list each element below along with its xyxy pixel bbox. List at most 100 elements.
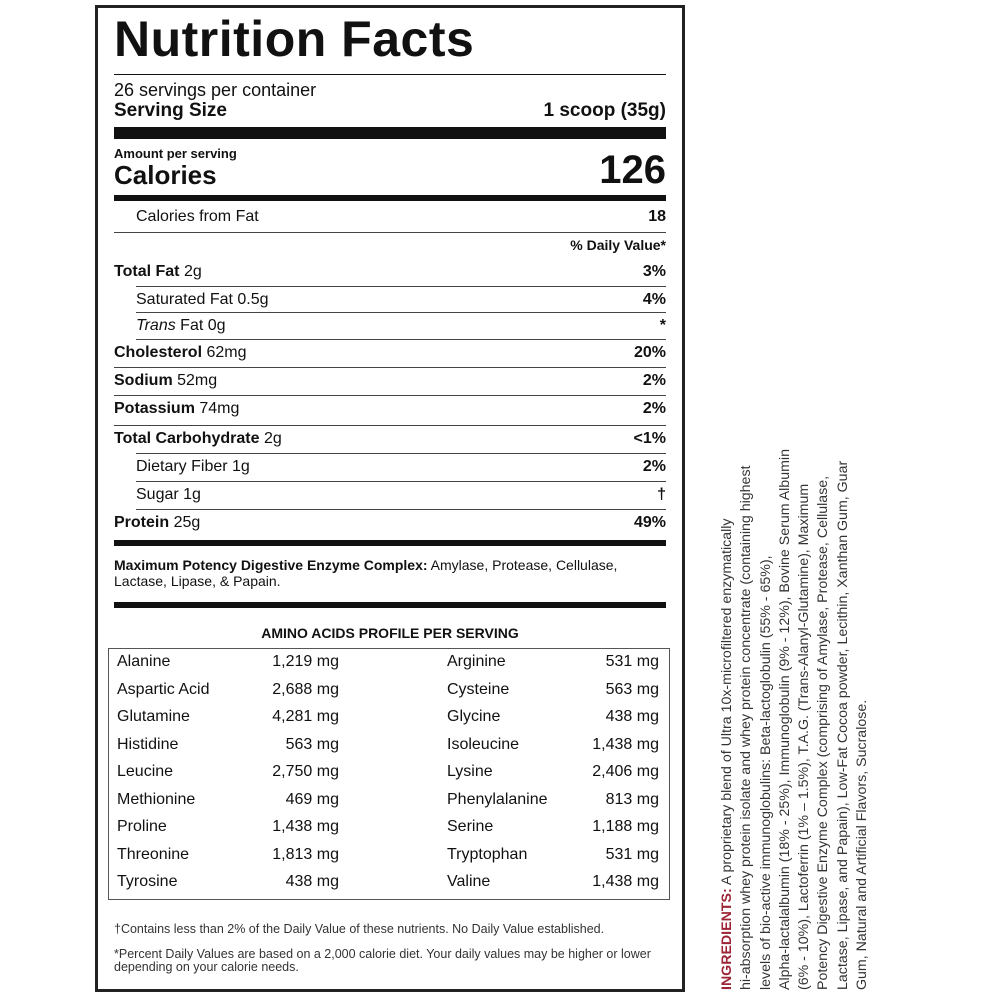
ingredients-line: Potency Digestive Enzyme Complex (compri… <box>814 415 833 990</box>
divider <box>136 509 666 510</box>
nutrient-name: Sugar 1g <box>114 486 201 504</box>
amino-name: Tyrosine <box>117 873 178 890</box>
divider <box>136 312 666 313</box>
nutrient-daily-value: <1% <box>633 430 666 447</box>
amino-row: Methionine 469 mg Phenylalanine 813 mg <box>109 787 669 814</box>
amino-amount: 2,688 mg <box>272 680 339 698</box>
ingredients-text: Alpha-lactalalbumin (18% - 25%), Immunog… <box>776 449 793 990</box>
nutrient-daily-value: 20% <box>633 344 666 361</box>
amino-name: Alanine <box>117 653 171 670</box>
enzyme-complex-text: Maximum Potency Digestive Enzyme Complex… <box>114 557 654 589</box>
calories-label: Calories <box>114 160 217 190</box>
amino-amount: 1,188 mg <box>592 818 659 835</box>
nutrient-name: Protein 25g <box>114 514 200 532</box>
amino-amount: 531 mg <box>605 845 659 863</box>
amino-acids-table: Alanine 1,219 mg Arginine 531 mg Aspartic Ac… <box>108 648 670 900</box>
nutrient-label: Trans <box>136 317 176 334</box>
divider <box>114 395 666 396</box>
amino-amount: 1,813 mg <box>272 845 339 863</box>
nutrient-name: Saturated Fat 0.5g <box>114 291 269 309</box>
nutrient-row: Cholesterol 62mg 20% <box>114 341 666 365</box>
nutrient-daily-value: 49% <box>633 514 666 531</box>
amino-name: Glutamine <box>117 708 190 725</box>
ingredients-line: levels of bio-active immunoglobulins: Be… <box>757 415 776 990</box>
ingredients-line: INGREDIENTS: A proprietary blend of Ultr… <box>718 415 737 990</box>
amino-amount: 563 mg <box>605 680 659 698</box>
thick-divider <box>114 127 666 139</box>
amino-name: Lysine <box>447 763 493 780</box>
amino-row: Threonine 1,813 mg Tryptophan 531 mg <box>109 842 669 869</box>
nutrient-amount: 2g <box>263 430 282 447</box>
amino-name: Phenylalanine <box>447 790 548 808</box>
ingredients-label: INGREDIENTS: <box>719 888 735 990</box>
nutrient-label: Cholesterol <box>114 344 203 361</box>
calories-from-fat-value: 18 <box>648 208 666 225</box>
amino-amount: 438 mg <box>605 708 659 725</box>
amino-name: Proline <box>117 818 167 835</box>
nutrient-row: Total Fat 2g 3% <box>114 260 666 284</box>
footnote-dagger: †Contains less than 2% of the Daily Valu… <box>114 922 605 936</box>
amino-name: Isoleucine <box>447 735 520 753</box>
divider <box>136 286 666 287</box>
nutrient-amount: Fat 0g <box>180 317 226 334</box>
nutrient-daily-value: † <box>657 486 666 503</box>
divider <box>136 339 666 340</box>
amino-name: Serine <box>447 818 494 835</box>
amino-amount: 813 mg <box>605 790 659 808</box>
amino-row: Alanine 1,219 mg Arginine 531 mg <box>109 649 669 676</box>
amino-row: Aspartic Acid 2,688 mg Cysteine 563 mg <box>109 677 669 704</box>
nutrient-row: Sodium 52mg 2% <box>114 369 666 393</box>
nutrient-name: Cholesterol 62mg <box>114 344 247 362</box>
amino-name: Leucine <box>117 763 174 780</box>
ingredients-text: A proprietary blend of Ultra 10x-microfi… <box>719 518 735 889</box>
amino-amount: 469 mg <box>285 790 339 808</box>
enzyme-list-1: Amylase, Protease, Cellulase, <box>427 557 618 573</box>
amino-amount: 438 mg <box>285 873 339 890</box>
ingredients-line: hi-absorption whey protein isolate and w… <box>737 415 756 990</box>
nutrient-label: Potassium <box>114 400 195 417</box>
nutrient-label: Protein <box>114 514 170 531</box>
divider <box>136 481 666 482</box>
nutrition-facts-label: Nutrition Facts 26 servings per containe… <box>95 5 685 992</box>
amino-name: Arginine <box>447 653 506 670</box>
amino-row: Histidine 563 mg Isoleucine 1,438 mg <box>109 732 669 759</box>
nutrient-daily-value: 2% <box>642 372 666 389</box>
nutrient-row: Total Carbohydrate 2g <1% <box>114 427 666 451</box>
nutrient-daily-value: 2% <box>642 400 666 417</box>
nutrient-amount: 52mg <box>177 372 218 389</box>
amino-name: Histidine <box>117 735 179 753</box>
divider <box>114 232 666 233</box>
nutrient-amount: 1g <box>183 486 201 503</box>
divider <box>114 425 666 426</box>
amino-amount: 563 mg <box>285 735 339 753</box>
nutrient-amount: 74mg <box>199 400 240 417</box>
amino-amount: 1,438 mg <box>592 735 659 753</box>
amino-name: Glycine <box>447 708 501 725</box>
enzyme-complex-label: Maximum Potency Digestive Enzyme Complex… <box>114 557 428 573</box>
nutrient-name: Potassium 74mg <box>114 400 239 418</box>
amino-amount: 1,219 mg <box>272 653 339 670</box>
footnote-daily-values: *Percent Daily Values are based on a 2,0… <box>114 948 651 974</box>
nutrient-amount: 1g <box>232 458 250 475</box>
nutrient-daily-value: 2% <box>642 458 666 475</box>
footnote-line-1: *Percent Daily Values are based on a 2,0… <box>114 947 651 961</box>
ingredients-text: Lactase, Lipase, and Papain), Low-Fat Co… <box>834 460 851 990</box>
nutrient-daily-value: 3% <box>642 263 666 280</box>
amino-acids-header: AMINO ACIDS PROFILE PER SERVING <box>261 625 519 641</box>
amount-per-serving: Amount per serving <box>114 146 237 161</box>
ingredients-line: (6% - 10%), Lactoferrin (1% – 1.5%), T.A… <box>795 415 814 990</box>
nutrient-row: Trans Fat 0g * <box>114 314 666 338</box>
divider <box>114 74 666 75</box>
nutrient-row: Potassium 74mg 2% <box>114 397 666 421</box>
footnote-line-2: depending on your calorie needs. <box>114 960 299 974</box>
daily-value-header-row: % Daily Value* <box>114 233 666 257</box>
nutrient-row: Dietary Fiber 1g 2% <box>114 455 666 479</box>
ingredients-text: Gum, Natural and Artificial Flavors, Suc… <box>854 699 871 990</box>
amino-amount: 1,438 mg <box>272 818 339 835</box>
label-title: Nutrition Facts <box>114 11 475 67</box>
amino-amount: 1,438 mg <box>592 873 659 890</box>
nutrient-label: Total Carbohydrate <box>114 430 260 447</box>
amino-amount: 2,750 mg <box>272 763 339 780</box>
ingredients-panel: INGREDIENTS: A proprietary blend of Ultr… <box>718 415 903 990</box>
nutrient-row: Sugar 1g † <box>114 483 666 507</box>
